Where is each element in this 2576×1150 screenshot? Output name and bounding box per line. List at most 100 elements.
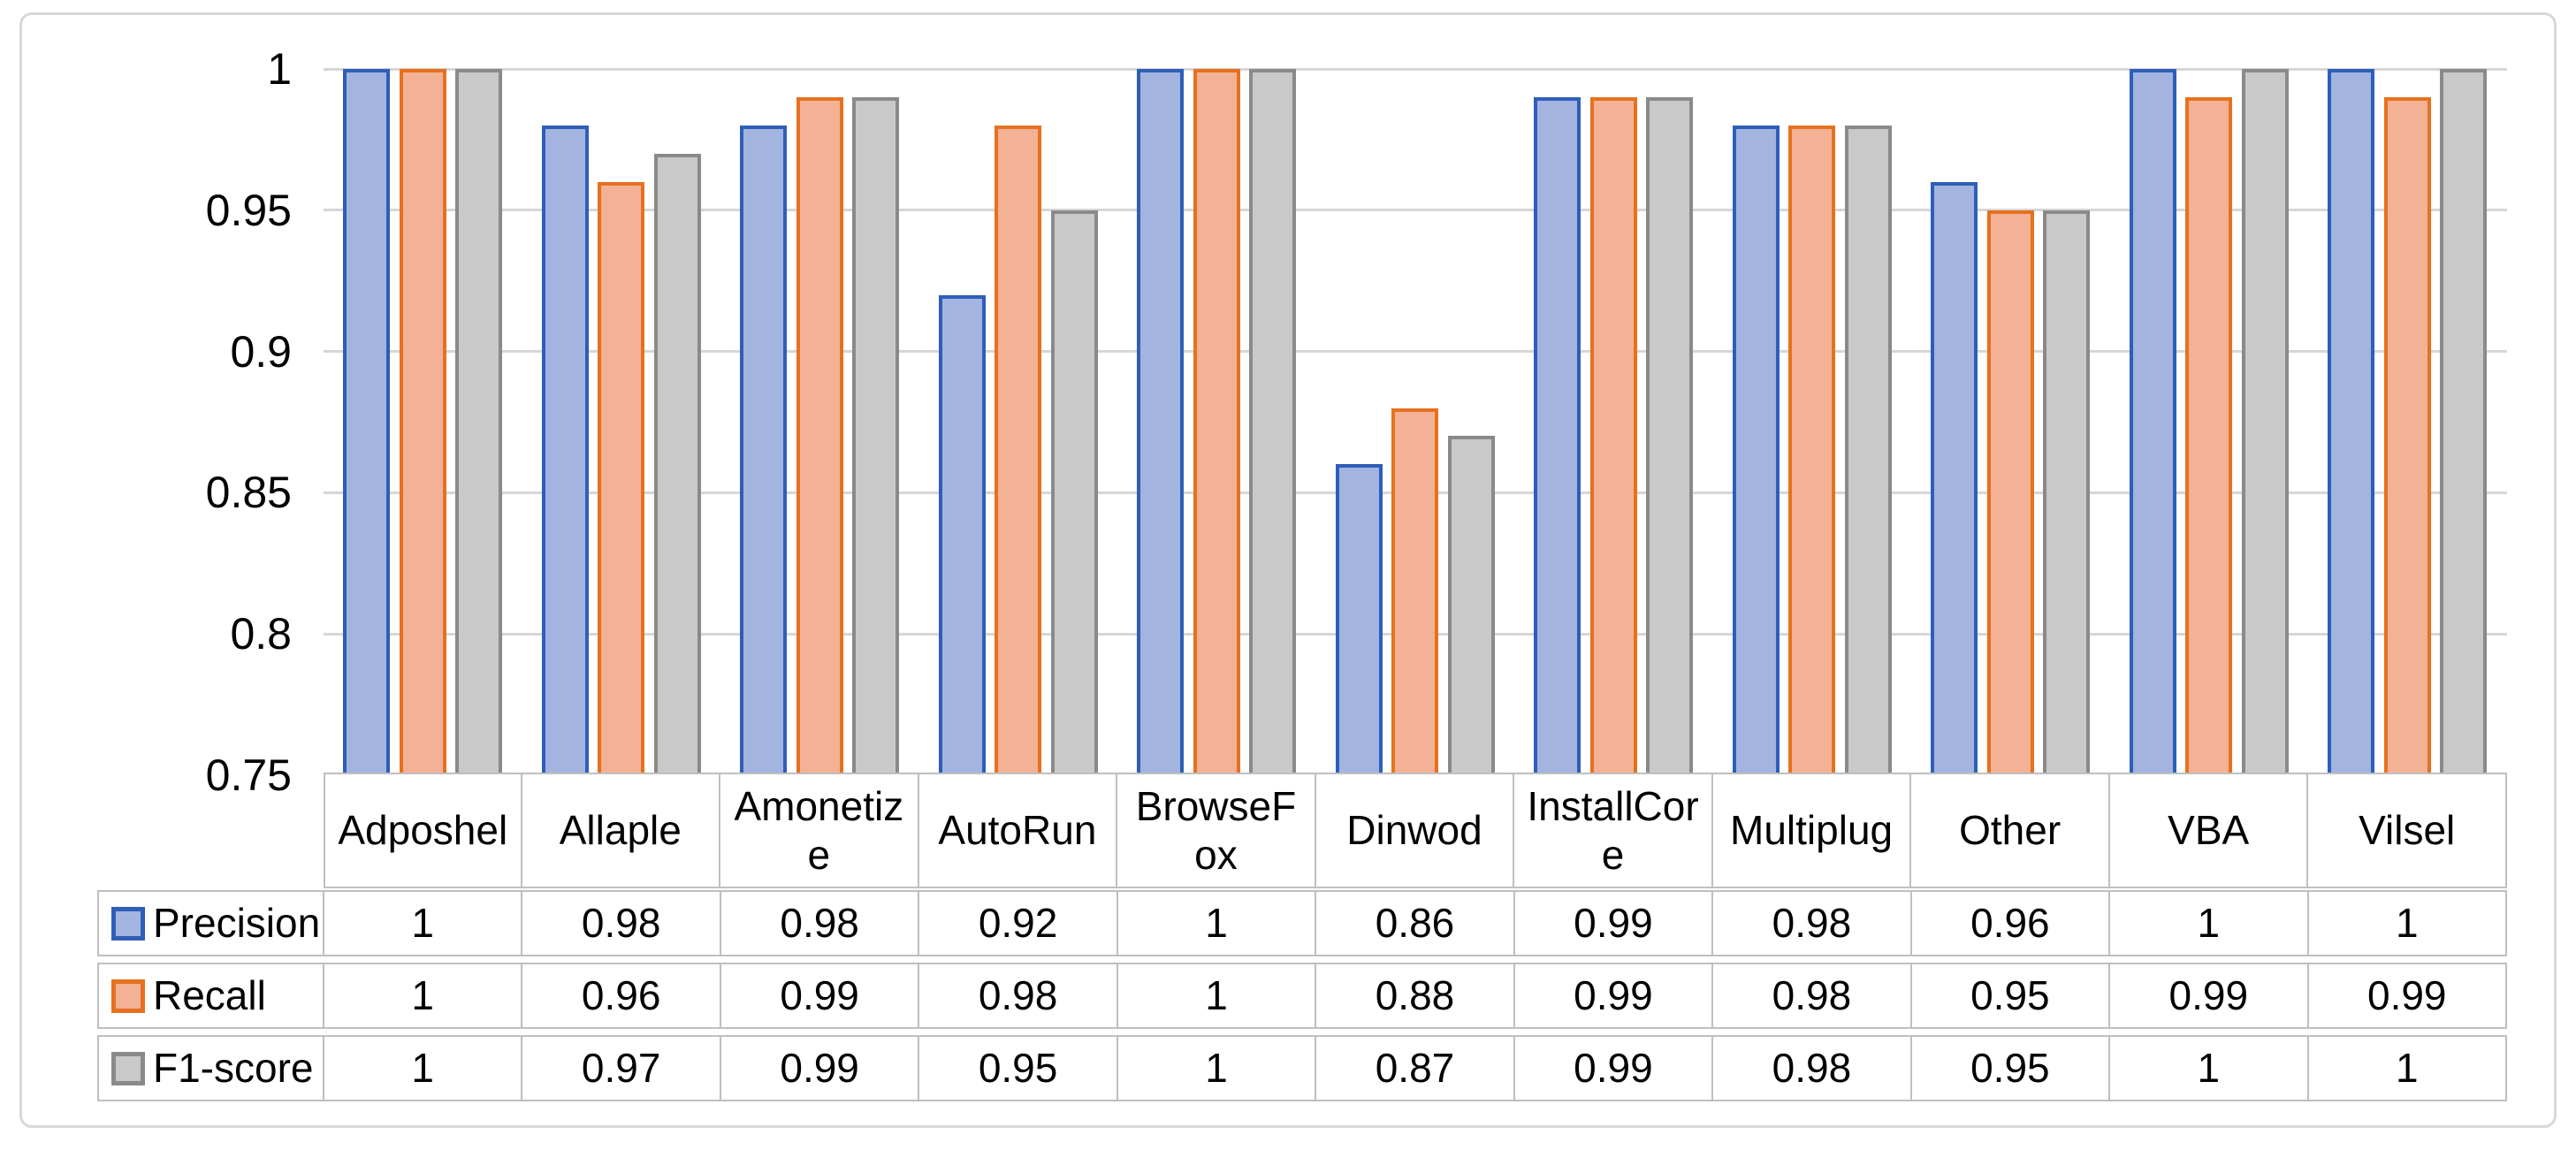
table-column-header-vba: VBA <box>2109 773 2309 888</box>
bar-recall-autorun <box>995 125 1042 775</box>
table-column-header-installcore: InstallCore <box>1514 773 1713 888</box>
table-cell-precision-vba: 1 <box>2110 890 2309 956</box>
bar-recall-multiplug <box>1788 125 1836 775</box>
table-column-header-autorun: AutoRun <box>918 773 1118 888</box>
bar-precision-other <box>1931 181 1978 775</box>
bar-precision-multiplug <box>1732 125 1780 775</box>
bar-precision-allaple <box>541 125 589 775</box>
table-cell-f1-score-other: 0.95 <box>1911 1035 2111 1101</box>
table-cell-f1-score-vba: 1 <box>2110 1035 2309 1101</box>
table-cell-precision-vilsel: 1 <box>2308 890 2507 956</box>
table-cell-recall-multiplug: 0.98 <box>1713 963 1912 1029</box>
table-cell-recall-autorun: 0.98 <box>919 963 1118 1029</box>
table-column-header-vilsel: Vilsel <box>2308 773 2507 888</box>
bar-f1-score-other <box>2043 209 2091 775</box>
table-cell-f1-score-dinwod: 0.87 <box>1316 1035 1515 1101</box>
bar-f1-score-installcore <box>1646 96 1694 775</box>
bar-f1-score-vilsel <box>2440 69 2488 775</box>
table-cell-f1-score-amonetize: 0.99 <box>720 1035 920 1101</box>
table-row-f1-score: F1-score 1 0.97 0.99 0.95 1 0.87 0.99 0.98 0.95 1 1 <box>97 1035 2507 1101</box>
table-column-header-browsefox: BrowseFox <box>1117 773 1316 888</box>
table-cell-precision-browsefox: 1 <box>1117 890 1317 956</box>
table-cell-recall-installcore: 0.99 <box>1514 963 1714 1029</box>
table-row-precision: Precision 1 0.98 0.98 0.92 1 0.86 0.99 0.98 0.96 1… <box>97 890 2507 956</box>
bar-recall-adposhel <box>399 69 446 775</box>
bar-f1-score-multiplug <box>1844 125 1892 775</box>
table-cell-recall-adposhel: 1 <box>324 963 523 1029</box>
table-cell-precision-adposhel: 1 <box>324 890 523 956</box>
bar-f1-score-vba <box>2241 69 2289 775</box>
legend-swatch-recall <box>111 979 145 1013</box>
table-cell-f1-score-autorun: 0.95 <box>919 1035 1118 1101</box>
bar-recall-installcore <box>1589 96 1637 775</box>
bar-precision-amonetize <box>740 125 788 775</box>
table-cell-recall-amonetize: 0.99 <box>720 963 920 1029</box>
table-cell-recall-vba: 0.99 <box>2110 963 2309 1029</box>
table-cell-precision-amonetize: 0.98 <box>720 890 920 956</box>
bar-precision-vilsel <box>2328 69 2375 775</box>
table-row-header-f1-score: F1-score <box>97 1035 324 1101</box>
table-row-recall: Recall 1 0.96 0.99 0.98 1 0.88 0.99 0.98 0.95 0.99… <box>97 963 2507 1029</box>
table-cell-recall-dinwod: 0.88 <box>1316 963 1515 1029</box>
gridline <box>324 350 2507 354</box>
bar-f1-score-dinwod <box>1447 436 1495 775</box>
gridline <box>324 67 2507 71</box>
bar-precision-adposhel <box>343 69 390 775</box>
table-cell-precision-installcore: 0.99 <box>1514 890 1714 956</box>
bar-recall-vilsel <box>2383 96 2431 775</box>
table-column-header-other: Other <box>1911 773 2110 888</box>
bar-recall-vba <box>2185 96 2233 775</box>
series-label-f1-score: F1-score <box>153 1045 314 1092</box>
table-cell-recall-allaple: 0.96 <box>522 963 721 1029</box>
table-cell-precision-autorun: 0.92 <box>919 890 1118 956</box>
bar-f1-score-amonetize <box>852 96 900 775</box>
y-axis-tick-label: 0.9 <box>230 326 292 377</box>
table-cell-f1-score-browsefox: 1 <box>1117 1035 1317 1101</box>
table-cell-f1-score-vilsel: 1 <box>2308 1035 2507 1101</box>
bar-f1-score-autorun <box>1050 209 1098 775</box>
gridline <box>324 209 2507 212</box>
bar-recall-dinwod <box>1391 407 1439 775</box>
table-cell-f1-score-multiplug: 0.98 <box>1713 1035 1912 1101</box>
table-cell-f1-score-installcore: 0.99 <box>1514 1035 1714 1101</box>
bar-f1-score-allaple <box>653 153 701 775</box>
bar-f1-score-adposhel <box>455 69 502 775</box>
bar-recall-other <box>1986 209 2034 775</box>
y-axis-tick-label: 0.95 <box>205 185 292 235</box>
y-axis-tick-label: 0.8 <box>230 609 292 659</box>
bar-f1-score-browsefox <box>1249 69 1297 775</box>
table-column-header-multiplug: Multiplug <box>1712 773 1912 888</box>
table-cell-f1-score-adposhel: 1 <box>324 1035 523 1101</box>
table-cell-recall-vilsel: 0.99 <box>2308 963 2507 1029</box>
table-column-header-dinwod: Dinwod <box>1315 773 1515 888</box>
table-cell-precision-dinwod: 0.86 <box>1316 890 1515 956</box>
bar-recall-amonetize <box>796 96 843 775</box>
y-axis-tick-label: 0.85 <box>205 468 292 518</box>
table-cell-recall-other: 0.95 <box>1911 963 2111 1029</box>
bar-precision-dinwod <box>1335 464 1383 775</box>
bar-recall-browsefox <box>1193 69 1240 775</box>
table-cell-f1-score-allaple: 0.97 <box>522 1035 721 1101</box>
table-column-header-amonetize: Amonetize <box>720 773 919 888</box>
table-cell-precision-other: 0.96 <box>1911 890 2111 956</box>
table-column-header-adposhel: Adposhel <box>324 773 522 888</box>
table-row-header-recall: Recall <box>97 963 324 1029</box>
table-cell-precision-multiplug: 0.98 <box>1713 890 1912 956</box>
series-label-precision: Precision <box>153 900 321 947</box>
legend-swatch-precision <box>111 906 145 941</box>
table-header-row: Adposhel Allaple Amonetize AutoRun BrowseFox… <box>324 773 2507 888</box>
bar-precision-vba <box>2129 69 2176 775</box>
bar-recall-allaple <box>598 181 645 775</box>
table-column-header-allaple: Allaple <box>522 773 721 888</box>
bar-precision-browsefox <box>1137 69 1185 775</box>
table-cell-recall-browsefox: 1 <box>1117 963 1317 1029</box>
bar-precision-installcore <box>1534 96 1581 775</box>
series-label-recall: Recall <box>153 972 266 1019</box>
table-cell-precision-allaple: 0.98 <box>522 890 721 956</box>
table-row-header-precision: Precision <box>97 890 324 956</box>
y-axis-tick-label: 1 <box>267 44 292 94</box>
bar-precision-autorun <box>938 294 986 775</box>
legend-swatch-f1-score <box>111 1051 145 1085</box>
y-axis-tick-label: 0.75 <box>205 750 292 800</box>
